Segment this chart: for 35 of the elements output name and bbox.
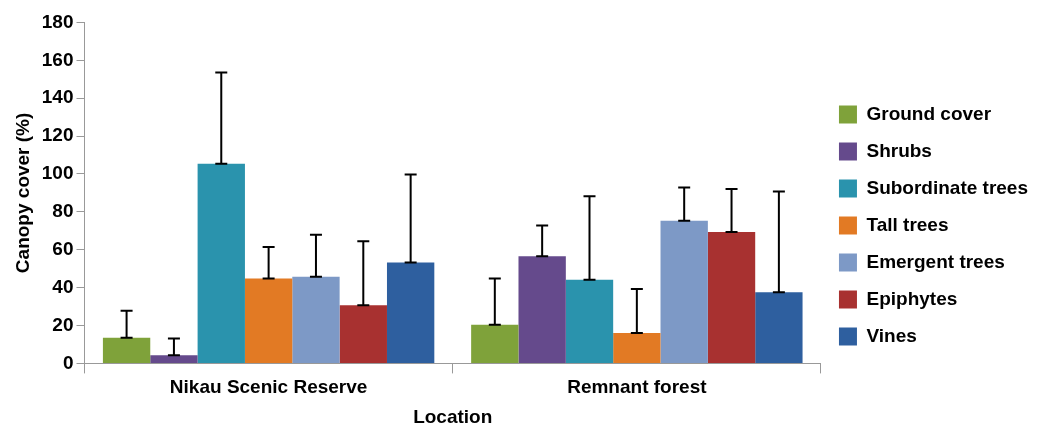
bar <box>339 305 387 363</box>
legend-label: Epiphytes <box>866 287 958 309</box>
legend-label: Ground cover <box>866 102 992 124</box>
y-tick-label: 60 <box>52 237 74 259</box>
y-tick-label: 160 <box>41 48 74 70</box>
bar <box>518 256 566 363</box>
x-tick-label: Remnant forest <box>567 376 708 398</box>
y-tick-label: 180 <box>41 10 74 32</box>
bar <box>613 332 661 363</box>
legend-label: Shrubs <box>866 139 932 161</box>
bar <box>102 337 151 363</box>
y-tick-label: 120 <box>41 124 74 146</box>
y-tick-label: 140 <box>41 86 74 108</box>
y-tick-label: 80 <box>52 200 74 222</box>
legend-label: Emergent trees <box>866 250 1005 272</box>
bar <box>755 292 803 363</box>
bar <box>471 324 519 363</box>
x-axis-title: Location <box>413 405 493 427</box>
legend-label: Subordinate trees <box>866 176 1029 198</box>
bar <box>244 278 293 363</box>
legend-label: Tall trees <box>866 213 949 235</box>
bar <box>565 279 614 363</box>
y-tick-label: 100 <box>41 162 74 184</box>
legend-label: Vines <box>866 324 917 346</box>
bar <box>150 355 198 363</box>
y-axis-title: Canopy cover (%) <box>11 112 33 274</box>
bar <box>386 262 435 363</box>
y-tick-label: 0 <box>62 351 74 373</box>
bar <box>292 276 340 363</box>
y-tick-label: 40 <box>52 275 74 297</box>
y-tick-label: 20 <box>52 313 74 335</box>
bar <box>707 231 756 363</box>
bar <box>660 220 708 363</box>
bar <box>197 163 245 363</box>
x-tick-label: Nikau Scenic Reserve <box>169 376 368 398</box>
